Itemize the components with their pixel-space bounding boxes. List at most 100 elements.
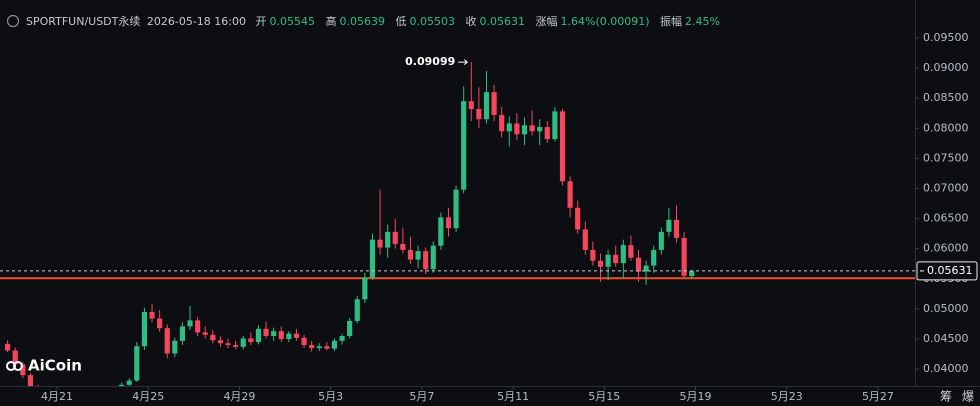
candle-body xyxy=(12,350,18,365)
candle-body xyxy=(597,260,604,267)
candle-body xyxy=(544,127,550,140)
candle-body xyxy=(149,311,155,319)
candle-body xyxy=(438,217,444,246)
ohlc-header: SPORTFUN/USDT永续 2026-05-18 16:00 开 0.0554… xyxy=(26,13,727,29)
plot-area xyxy=(0,62,915,395)
candle-body xyxy=(635,257,642,272)
candle-body xyxy=(575,207,581,230)
candle-body xyxy=(339,336,345,341)
candle-body xyxy=(613,254,619,264)
candle-body xyxy=(217,340,224,344)
candle-body xyxy=(286,333,292,340)
candle-body xyxy=(651,249,657,266)
low-value: 0.05503 xyxy=(409,15,456,28)
axes: 0.040000.045000.050000.055000.060000.065… xyxy=(41,31,968,403)
candle-body xyxy=(445,217,452,229)
candle-body xyxy=(491,92,497,116)
last-price-tag xyxy=(916,261,978,281)
candle-body xyxy=(255,328,262,343)
y-tick-label: 0.06000 xyxy=(923,242,969,255)
candle-body xyxy=(605,254,611,267)
candle-body xyxy=(96,392,101,393)
candle-body xyxy=(172,340,178,354)
candle-body xyxy=(385,231,391,248)
y-tick-label: 0.04500 xyxy=(923,332,969,345)
y-tick-label: 0.08000 xyxy=(923,121,969,134)
candle-body xyxy=(240,338,246,347)
candle-body xyxy=(134,346,140,381)
candle-body xyxy=(126,380,132,385)
candle-body xyxy=(278,331,284,340)
candle-body xyxy=(309,345,315,349)
amplitude-label: 振幅 xyxy=(660,15,683,28)
change-value: 1.64%(0.00091) xyxy=(560,15,650,28)
change-label: 涨幅 xyxy=(535,15,558,28)
candle-body xyxy=(582,229,588,250)
y-tick-label: 0.09500 xyxy=(923,31,969,44)
close-label: 收 xyxy=(465,15,477,28)
candle-body xyxy=(187,320,193,327)
candle-body xyxy=(104,391,109,392)
candle-body xyxy=(73,393,78,394)
candle-body xyxy=(499,115,505,132)
candle-body xyxy=(521,125,528,135)
y-tick-label: 0.09000 xyxy=(923,61,969,74)
candle-body xyxy=(210,334,216,341)
candle-body xyxy=(392,231,398,244)
candle-body xyxy=(324,346,330,349)
candle-body xyxy=(89,393,94,395)
candle-body xyxy=(658,231,664,250)
candle-body xyxy=(111,388,116,391)
candle-body xyxy=(423,251,429,270)
candle-body xyxy=(347,320,353,337)
candle-body xyxy=(362,277,368,300)
collapse-icon[interactable] xyxy=(6,14,20,28)
candle-body xyxy=(567,181,573,208)
watermark-logo xyxy=(13,361,23,371)
candle-body xyxy=(157,318,163,329)
side-button[interactable]: 爆 xyxy=(962,390,974,404)
x-tick-label: 4月21 xyxy=(41,390,73,403)
candle-body xyxy=(119,384,125,386)
candle-body xyxy=(301,337,307,346)
candle-body xyxy=(27,375,33,386)
candle-body xyxy=(620,245,626,264)
candle-body xyxy=(430,245,436,270)
candle-body xyxy=(5,343,11,351)
candle-body xyxy=(590,249,596,261)
candle-body xyxy=(141,311,148,347)
candle-body xyxy=(293,333,300,338)
high-annotation-arrow xyxy=(458,59,469,65)
y-tick-label: 0.04000 xyxy=(923,362,969,375)
candle-body xyxy=(331,340,338,349)
x-tick-label: 5月3 xyxy=(318,390,343,403)
candle-body xyxy=(354,299,360,321)
candle-body xyxy=(20,364,26,376)
y-tick-label: 0.07000 xyxy=(923,181,969,194)
candle-body xyxy=(233,345,239,347)
open-value: 0.05545 xyxy=(269,15,316,28)
symbol: SPORTFUN/USDT永续 xyxy=(26,15,141,28)
time: 2026-05-18 16:00 xyxy=(146,15,246,28)
candle-body xyxy=(415,251,421,260)
side-button[interactable]: 筹 xyxy=(940,390,952,404)
candle-body xyxy=(369,239,376,278)
candle-body xyxy=(248,338,254,343)
x-tick-label: 5月27 xyxy=(862,390,894,403)
x-tick-label: 4月29 xyxy=(223,390,255,403)
candle-body xyxy=(552,111,558,140)
candle-body xyxy=(225,343,231,346)
high-value: 0.05639 xyxy=(339,15,386,28)
candle-body xyxy=(506,123,512,132)
candle-body xyxy=(461,101,467,190)
x-tick-label: 4月25 xyxy=(132,390,164,403)
candle-body xyxy=(263,328,269,337)
candle-body xyxy=(537,127,543,132)
x-tick-label: 5月15 xyxy=(588,390,620,403)
watermark: AiCoin xyxy=(6,357,82,375)
x-tick-label: 5月19 xyxy=(680,390,712,403)
high-label: 高 xyxy=(325,15,337,28)
candle-body xyxy=(453,189,459,229)
